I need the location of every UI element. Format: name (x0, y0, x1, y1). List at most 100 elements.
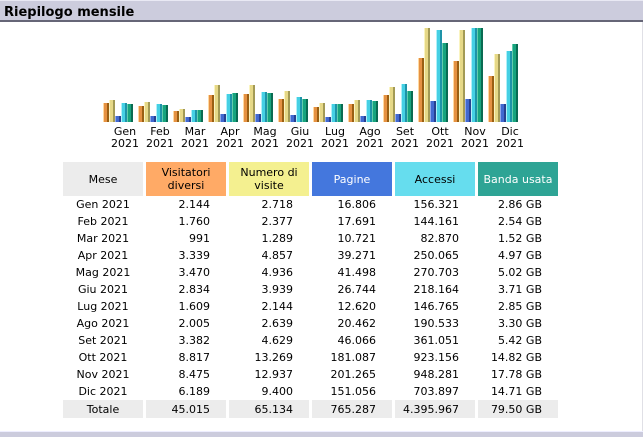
table-cell: 10.721 (337, 232, 377, 245)
table-cell: 8.817 (178, 351, 211, 364)
table-cell: 3.382 (178, 334, 211, 347)
bar-numero-di-visite (319, 103, 325, 122)
bar-pagine (290, 115, 296, 122)
table-cell: 4.857 (261, 249, 294, 262)
table-cell: 4.936 (261, 266, 294, 279)
cell-month: Ago 2021 (76, 317, 130, 330)
bar-pagine (500, 104, 506, 122)
table-cell: 156.321 (413, 198, 460, 211)
table-row: Feb 2021 1.760 2.377 17.691 144.161 2.54 GB (63, 213, 558, 230)
table-row: Mar 2021 991 1.289 10.721 82.870 1.52 GB (63, 230, 558, 247)
table-cell: 3.939 (261, 283, 294, 296)
bar-numero-di-visite (494, 54, 500, 122)
table-cell: 2.834 (178, 283, 211, 296)
bar-visitatori-diversi (243, 94, 249, 122)
table-body: Gen 2021 2.144 2.718 16.806 156.321 2.86 GB Fe… (63, 196, 558, 418)
bar-accessi (156, 104, 162, 122)
table-cell: 2.718 (261, 198, 294, 211)
table-header-row: Mese Visitatori diversi Numero di visite Pa… (63, 162, 558, 196)
table-row: Lug 2021 1.609 2.144 12.620 146.765 2.85 GB (63, 298, 558, 315)
table-cell: 5.02 GB (497, 266, 542, 279)
chart-month-label: Ago 2021 (356, 125, 384, 150)
table-cell: 1.760 (178, 215, 211, 228)
table-cell: 1.289 (261, 232, 294, 245)
table-cell: 20.462 (337, 317, 377, 330)
monthly-bar-chart: Gen 2021 Feb 2021 Mar 2021 Apr 2021 Mag 2021 Giu 20… (0, 22, 643, 154)
table-cell: 79.50 GB (478, 400, 558, 418)
chart-month-label: Ott 2021 (426, 125, 454, 150)
table-cell: 991 (189, 232, 210, 245)
table-cell: 4.97 GB (497, 249, 542, 262)
bar-banda-usata-gb (232, 93, 238, 122)
bar-pagine (430, 101, 436, 122)
bar-visitatori-diversi (453, 61, 459, 122)
table-cell: 923.156 (413, 351, 460, 364)
table-cell: 2.639 (261, 317, 294, 330)
table-cell: 2.54 GB (497, 215, 542, 228)
cell-month: Mar 2021 (76, 232, 130, 245)
table-cell: 1.609 (178, 300, 211, 313)
bar-visitatori-diversi (313, 107, 319, 122)
table-row: Ago 2021 2.005 2.639 20.462 190.533 3.30 GB (63, 315, 558, 332)
bar-accessi (436, 30, 442, 122)
cell-month: Set 2021 (78, 334, 128, 347)
chart-month-label: Feb 2021 (146, 125, 174, 150)
table-cell: 39.271 (337, 249, 377, 262)
col-header-mese: Mese (63, 162, 143, 196)
bar-banda-usata-gb (127, 104, 133, 122)
bar-visitatori-diversi (208, 95, 214, 122)
table-cell: 14.82 GB (490, 351, 542, 364)
bar-banda-usata-gb (197, 110, 203, 122)
col-header-banda-usata: Banda usata (478, 162, 558, 196)
bar-visitatori-diversi (138, 106, 144, 122)
bar-accessi (296, 97, 302, 122)
table-cell: 765.287 (312, 400, 392, 418)
table-row: Gen 2021 2.144 2.718 16.806 156.321 2.86 GB (63, 196, 558, 213)
cell-month: Nov 2021 (76, 368, 130, 381)
bar-banda-usata-gb (477, 28, 483, 122)
table-cell: 146.765 (413, 300, 460, 313)
bar-accessi (191, 110, 197, 122)
table-cell: 201.265 (330, 368, 377, 381)
bar-numero-di-visite (249, 85, 255, 122)
bar-banda-usata-gb (337, 104, 343, 122)
bar-numero-di-visite (109, 100, 115, 122)
cell-month: Dic 2021 (78, 385, 128, 398)
table-cell: 144.161 (413, 215, 460, 228)
table-cell: 6.189 (178, 385, 211, 398)
table-cell: 14.71 GB (490, 385, 542, 398)
bar-banda-usata-gb (372, 101, 378, 122)
table-cell: 13.269 (254, 351, 294, 364)
table-cell: 948.281 (413, 368, 460, 381)
bar-pagine (325, 117, 331, 122)
table-cell: 5.42 GB (497, 334, 542, 347)
bar-pagine (465, 99, 471, 122)
table-cell: 3.30 GB (497, 317, 542, 330)
next-section-title-bar-partial (0, 431, 643, 437)
table-row: Set 2021 3.382 4.629 46.066 361.051 5.42 GB (63, 332, 558, 349)
chart-month-label: Dic 2021 (496, 125, 524, 150)
bar-accessi (121, 103, 127, 122)
chart-month-label: Mar 2021 (181, 125, 209, 150)
bar-accessi (261, 92, 267, 122)
table-cell: 17.78 GB (490, 368, 542, 381)
bar-visitatori-diversi (348, 104, 354, 122)
bar-accessi (506, 51, 512, 122)
bar-numero-di-visite (144, 102, 150, 122)
table-cell: 2.377 (261, 215, 294, 228)
table-cell: 4.395.967 (395, 400, 475, 418)
bar-visitatori-diversi (278, 99, 284, 122)
table-cell: 12.620 (337, 300, 377, 313)
table-cell: 1.52 GB (497, 232, 542, 245)
bar-numero-di-visite (459, 30, 465, 122)
table-cell: 2.144 (178, 198, 211, 211)
table-cell: 2.005 (178, 317, 211, 330)
table-cell: 2.144 (261, 300, 294, 313)
table-row: Dic 2021 6.189 9.400 151.056 703.897 14.71 GB (63, 383, 558, 400)
table-cell: 250.065 (413, 249, 460, 262)
bar-pagine (255, 114, 261, 122)
cell-month: Apr 2021 (77, 249, 129, 262)
table-cell: 270.703 (413, 266, 460, 279)
bar-pagine (150, 116, 156, 122)
